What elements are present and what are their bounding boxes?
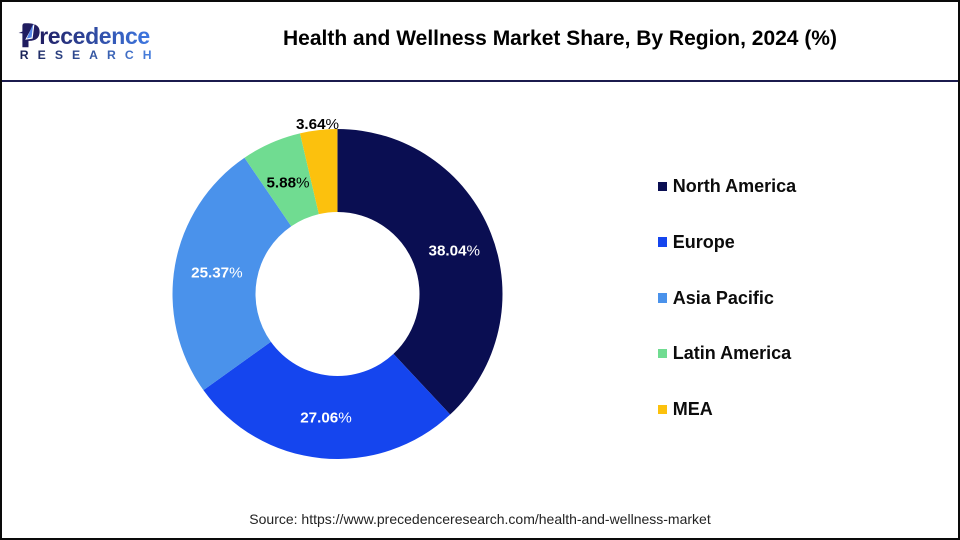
svg-text:25.37%: 25.37% — [191, 265, 243, 282]
svg-text:5.88%: 5.88% — [266, 174, 309, 191]
svg-text:recedence: recedence — [39, 23, 150, 49]
svg-text:38.04%: 38.04% — [429, 242, 481, 259]
svg-text:3.64%: 3.64% — [296, 116, 339, 133]
svg-text:RESEARCH: RESEARCH — [20, 48, 161, 62]
svg-text:27.06%: 27.06% — [300, 409, 352, 426]
